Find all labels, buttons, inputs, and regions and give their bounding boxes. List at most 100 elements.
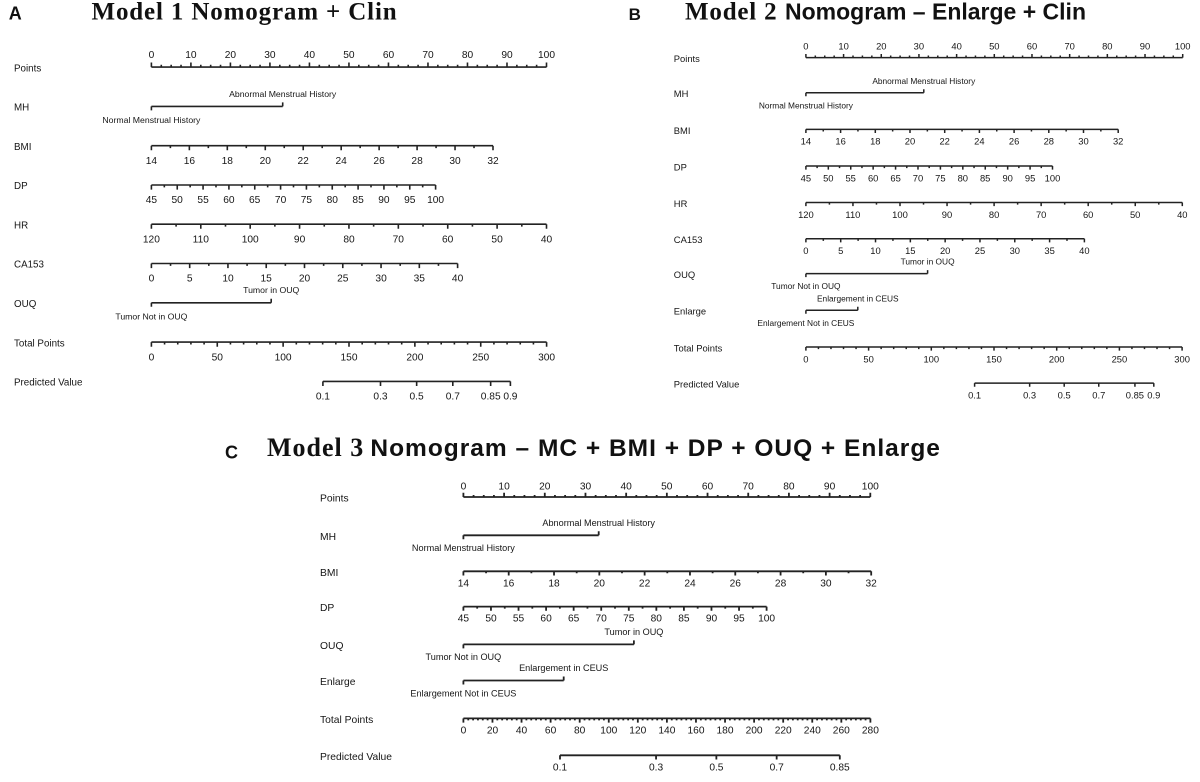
svg-text:0.85: 0.85 — [481, 392, 501, 403]
svg-text:BMI: BMI — [14, 142, 31, 153]
svg-text:40: 40 — [951, 41, 961, 52]
svg-text:50: 50 — [661, 482, 673, 493]
svg-text:100: 100 — [538, 50, 555, 61]
svg-text:40: 40 — [304, 50, 316, 61]
svg-text:0.5: 0.5 — [410, 392, 424, 403]
svg-text:100: 100 — [275, 352, 292, 363]
svg-text:85: 85 — [980, 172, 990, 183]
svg-text:Nomogram – Enlarge + Clin: Nomogram – Enlarge + Clin — [785, 0, 1086, 25]
svg-text:20: 20 — [594, 578, 606, 589]
svg-text:90: 90 — [1140, 41, 1150, 52]
svg-text:260: 260 — [833, 725, 850, 736]
svg-text:50: 50 — [212, 352, 224, 363]
svg-text:10: 10 — [870, 245, 880, 256]
svg-text:70: 70 — [393, 234, 405, 245]
svg-text:0: 0 — [461, 725, 467, 736]
svg-text:Enlargement in CEUS: Enlargement in CEUS — [817, 293, 899, 303]
svg-text:35: 35 — [414, 274, 426, 285]
svg-text:OUQ: OUQ — [14, 299, 37, 310]
svg-text:30: 30 — [914, 41, 924, 52]
svg-text:22: 22 — [639, 578, 651, 589]
svg-text:14: 14 — [801, 136, 811, 147]
svg-text:Model 3: Model 3 — [267, 433, 364, 462]
svg-text:50: 50 — [823, 172, 833, 183]
svg-text:16: 16 — [835, 136, 845, 147]
svg-text:Points: Points — [14, 63, 41, 74]
svg-text:45: 45 — [458, 614, 470, 625]
svg-text:DP: DP — [14, 181, 28, 192]
svg-text:30: 30 — [820, 578, 832, 589]
svg-text:40: 40 — [516, 725, 528, 736]
svg-text:22: 22 — [298, 156, 310, 167]
svg-text:Enlarge: Enlarge — [320, 677, 356, 688]
svg-text:100: 100 — [758, 614, 775, 625]
svg-text:24: 24 — [684, 578, 696, 589]
svg-text:14: 14 — [458, 578, 470, 589]
svg-text:40: 40 — [452, 274, 464, 285]
svg-text:25: 25 — [975, 245, 985, 256]
svg-text:200: 200 — [1049, 353, 1065, 364]
svg-text:150: 150 — [986, 353, 1002, 364]
svg-text:40: 40 — [541, 234, 553, 245]
svg-text:Tumor Not in OUQ: Tumor Not in OUQ — [426, 652, 502, 662]
svg-text:HR: HR — [674, 198, 688, 209]
svg-text:30: 30 — [1078, 136, 1088, 147]
svg-text:40: 40 — [1177, 209, 1187, 220]
svg-text:0: 0 — [461, 482, 467, 493]
svg-text:32: 32 — [487, 156, 499, 167]
svg-text:32: 32 — [1113, 136, 1123, 147]
svg-text:Tumor in OUQ: Tumor in OUQ — [604, 627, 663, 637]
svg-text:DP: DP — [320, 603, 334, 614]
svg-text:28: 28 — [411, 156, 423, 167]
svg-text:24: 24 — [336, 156, 348, 167]
svg-text:100: 100 — [1175, 41, 1191, 52]
svg-text:95: 95 — [733, 614, 745, 625]
svg-text:60: 60 — [223, 195, 235, 206]
svg-text:Predicted Value: Predicted Value — [674, 379, 740, 390]
svg-text:0.3: 0.3 — [373, 392, 387, 403]
svg-text:0.3: 0.3 — [649, 762, 663, 773]
svg-text:10: 10 — [838, 41, 848, 52]
svg-text:85: 85 — [352, 195, 364, 206]
svg-text:0: 0 — [803, 41, 808, 52]
svg-text:70: 70 — [743, 482, 755, 493]
svg-text:50: 50 — [863, 353, 873, 364]
svg-text:Total Points: Total Points — [320, 715, 373, 726]
svg-text:OUQ: OUQ — [320, 641, 343, 652]
svg-text:70: 70 — [913, 172, 923, 183]
svg-text:Enlargement Not in CEUS: Enlargement Not in CEUS — [410, 688, 516, 698]
svg-text:70: 70 — [1036, 209, 1046, 220]
svg-text:280: 280 — [862, 725, 879, 736]
svg-text:60: 60 — [442, 234, 454, 245]
svg-text:300: 300 — [538, 352, 555, 363]
svg-text:Tumor in OUQ: Tumor in OUQ — [901, 257, 955, 267]
svg-text:0: 0 — [149, 50, 155, 61]
svg-text:Nomogram – MC + BMI + DP + OUQ: Nomogram – MC + BMI + DP + OUQ + Enlarge — [370, 435, 941, 462]
svg-text:300: 300 — [1174, 353, 1190, 364]
svg-text:CA153: CA153 — [674, 234, 703, 245]
svg-text:32: 32 — [866, 578, 878, 589]
svg-text:28: 28 — [1044, 136, 1054, 147]
svg-text:40: 40 — [621, 482, 633, 493]
svg-text:20: 20 — [539, 482, 551, 493]
svg-text:80: 80 — [651, 614, 663, 625]
svg-text:26: 26 — [730, 578, 742, 589]
svg-text:Normal Menstrual History: Normal Menstrual History — [412, 543, 515, 553]
svg-text:0.1: 0.1 — [553, 762, 567, 773]
svg-text:18: 18 — [870, 136, 880, 147]
svg-text:50: 50 — [491, 234, 503, 245]
svg-text:Enlarge: Enlarge — [674, 306, 706, 317]
svg-text:Predicted Value: Predicted Value — [14, 378, 83, 389]
svg-text:0.9: 0.9 — [503, 392, 517, 403]
svg-text:60: 60 — [540, 614, 552, 625]
svg-text:B: B — [629, 5, 641, 24]
svg-text:240: 240 — [804, 725, 821, 736]
svg-text:110: 110 — [845, 209, 860, 220]
svg-text:80: 80 — [462, 50, 474, 61]
svg-text:90: 90 — [378, 195, 390, 206]
svg-text:60: 60 — [1027, 41, 1037, 52]
svg-text:75: 75 — [623, 614, 635, 625]
svg-text:5: 5 — [838, 245, 843, 256]
svg-text:Points: Points — [674, 53, 700, 64]
svg-text:10: 10 — [222, 274, 234, 285]
